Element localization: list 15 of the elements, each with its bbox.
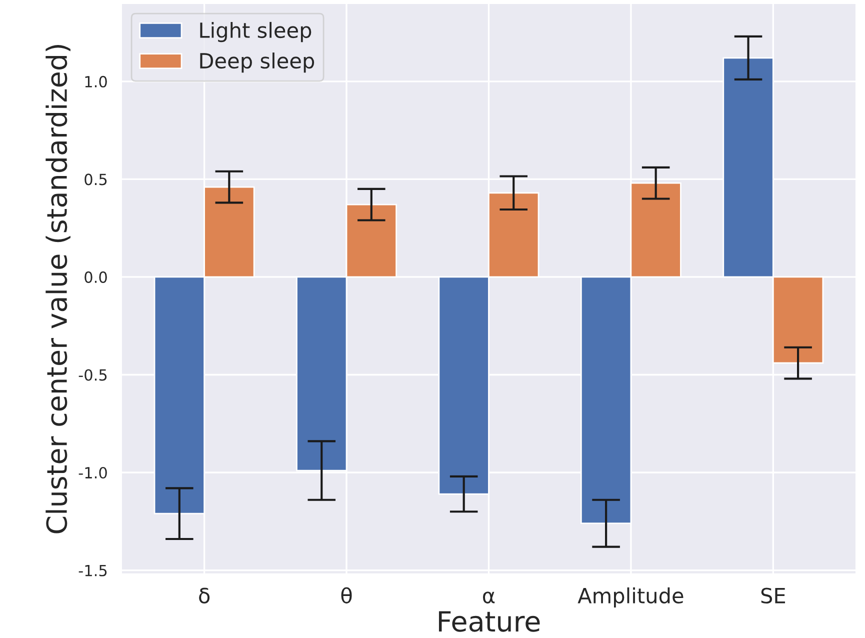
y-tick-label: 0.0 [84,271,107,283]
x-tick-label: α [483,592,495,604]
y-tick-label: -1.5 [78,564,107,576]
x-axis-title: Feature [438,611,540,632]
x-tick-label: δ [199,588,210,604]
y-tick-label: -1.0 [78,466,107,479]
y-tick-label: 0.5 [84,174,107,186]
legend-label: Light sleep [200,22,312,42]
x-tick-label: θ [341,587,352,604]
x-tick-label: Amplitude [578,587,684,608]
y-tick-label: -0.5 [78,369,107,381]
x-tick-label: SE [761,588,786,604]
y-tick-label: 1.0 [85,76,107,88]
y-axis-title: Cluster center value (standardized) [46,44,70,534]
legend-label: Deep sleep [200,52,314,73]
